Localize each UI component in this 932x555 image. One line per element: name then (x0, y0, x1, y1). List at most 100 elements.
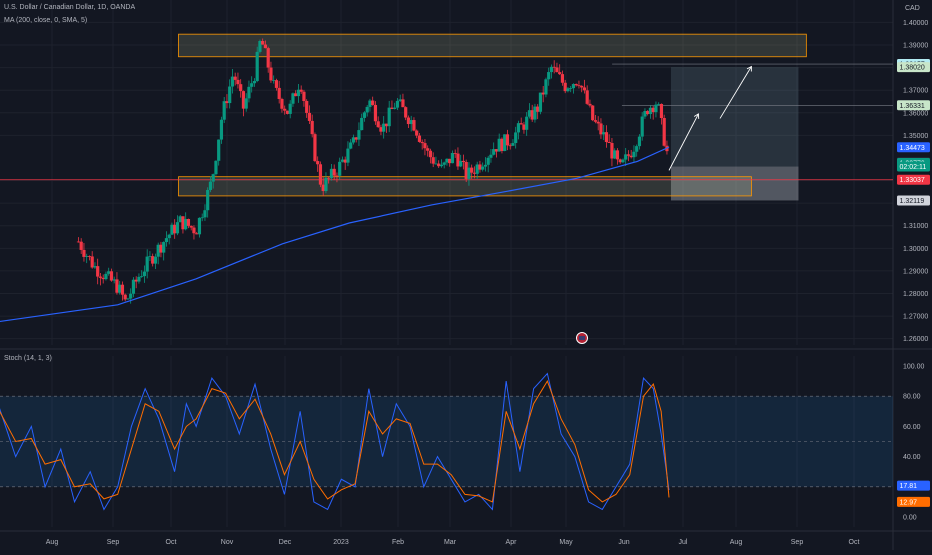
down-candle (417, 135, 422, 142)
down-candle (266, 48, 270, 68)
time-tick-label: May (559, 539, 573, 546)
price-tick-label: 1.29000 (903, 268, 928, 275)
down-candle (599, 123, 603, 135)
price-badge: 1.36331 (900, 103, 925, 110)
down-candle (90, 256, 94, 268)
down-candle (82, 249, 86, 257)
down-candle (536, 106, 540, 112)
price-badge: 1.34473 (900, 145, 925, 152)
down-candle (101, 277, 105, 280)
up-candle (131, 279, 136, 294)
down-candle (423, 143, 427, 149)
down-candle (173, 224, 177, 234)
up-candle (450, 152, 455, 164)
time-tick-label: Dec (279, 539, 292, 546)
price-badges: 1.381571.380201.363311.344731.338041.337… (897, 59, 930, 507)
down-candle (269, 67, 273, 81)
price-tick-label: 1.40000 (903, 20, 928, 27)
down-candle (96, 266, 100, 277)
down-candle (428, 150, 433, 158)
up-candle (340, 159, 345, 162)
up-candle (145, 256, 149, 272)
down-candle (593, 120, 598, 122)
up-candle (272, 80, 276, 81)
down-candle (263, 44, 268, 49)
down-candle (555, 67, 559, 73)
down-candle (505, 134, 510, 146)
up-candle (613, 150, 617, 159)
down-candle (448, 158, 452, 164)
projection-arrowhead (746, 65, 752, 72)
event-flag-icon[interactable] (576, 332, 588, 344)
up-candle (475, 164, 479, 174)
up-candle (514, 132, 518, 144)
up-candle (503, 134, 507, 152)
down-candle (274, 80, 279, 88)
down-candle (79, 241, 83, 250)
time-tick-label: Oct (849, 539, 860, 546)
down-candle (541, 92, 545, 95)
up-candle (643, 111, 647, 117)
stoch-tick-label: 60.00 (903, 424, 921, 431)
down-candle (335, 175, 339, 177)
down-candle (659, 103, 664, 119)
resistance-zone (178, 33, 807, 58)
up-candle (203, 210, 207, 218)
down-candle (305, 101, 309, 113)
up-candle (624, 154, 628, 160)
projection-arrows (668, 65, 752, 171)
up-candle (178, 216, 182, 223)
up-candle (362, 112, 367, 118)
price-tick-label: 1.27000 (903, 314, 928, 321)
down-candle (629, 155, 633, 158)
down-candle (508, 145, 512, 147)
price-badge-bg (897, 100, 930, 111)
down-candle (494, 149, 499, 152)
time-tick-label: Apr (506, 539, 518, 546)
down-candle (646, 111, 650, 115)
down-candle (563, 82, 567, 92)
down-candle (415, 130, 419, 136)
down-candle (327, 177, 331, 179)
up-candle (387, 107, 391, 127)
up-candle (566, 88, 570, 92)
up-candle (126, 298, 130, 300)
down-candle (379, 127, 383, 132)
down-candle (261, 41, 265, 45)
stoch-tick-label: 40.00 (903, 454, 921, 461)
down-candle (453, 152, 457, 154)
time-tick-label: Jun (618, 539, 629, 546)
down-candle (307, 112, 312, 121)
up-candle (338, 161, 342, 176)
up-candle (393, 107, 397, 109)
down-candle (615, 150, 620, 160)
up-candle (360, 117, 364, 131)
up-candle (657, 103, 661, 105)
down-candle (299, 89, 303, 92)
down-candle (610, 142, 614, 159)
down-candle (371, 100, 375, 105)
down-candle (626, 154, 631, 156)
up-candle (395, 100, 400, 108)
down-candle (109, 271, 114, 281)
stochastic-panel (0, 372, 893, 511)
up-candle (247, 86, 251, 99)
down-candle (607, 141, 611, 143)
up-candle (382, 123, 386, 132)
up-candle (170, 224, 174, 235)
down-candle (552, 66, 556, 68)
up-candle (481, 166, 485, 170)
up-candle (357, 130, 361, 140)
up-candle (489, 154, 493, 158)
down-candle (618, 159, 622, 163)
stoch-tick-label: 80.00 (903, 394, 921, 401)
up-candle (129, 293, 133, 299)
stoch-tick-label: 0.00 (903, 515, 917, 522)
down-candle (318, 164, 323, 185)
price-tick-label: 1.30000 (903, 246, 928, 253)
up-candle (140, 276, 144, 277)
down-candle (189, 225, 193, 228)
stoch-badge-bg (897, 496, 930, 507)
up-candle (211, 174, 215, 182)
